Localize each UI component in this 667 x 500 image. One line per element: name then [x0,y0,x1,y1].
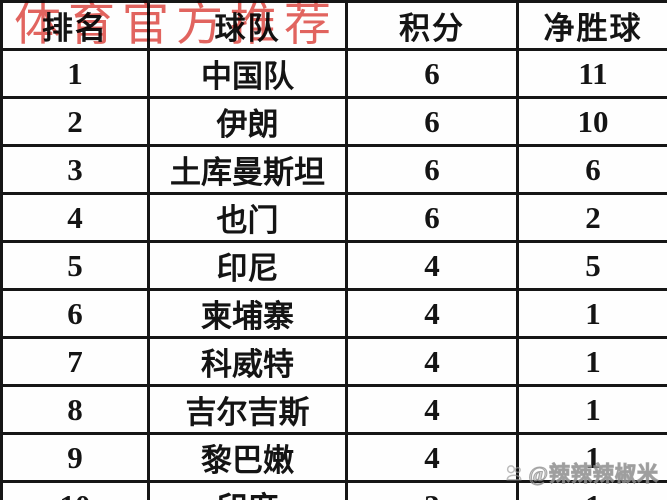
table-row: 5 印尼 4 5 [0,240,667,291]
points-cell: 4 [345,384,519,435]
rank-cell: 5 [0,240,150,291]
goal-diff-cell: 1 [516,288,667,339]
points-cell: 4 [345,288,519,339]
header-row: 排名 球队 积分 净胜球 [0,0,667,51]
table-row: 10印度31 [0,480,667,500]
points-cell: 6 [345,96,519,147]
team-cell: 也门 [147,192,348,243]
points-cell: 4 [345,432,519,483]
rank-cell: 6 [0,288,150,339]
points-cell: 3 [345,480,519,500]
rank-cell: 1 [0,48,150,99]
points-cell: 6 [345,144,519,195]
team-cell: 土库曼斯坦 [147,144,348,195]
goal-diff-cell: 6 [516,144,667,195]
team-cell: 科威特 [147,336,348,387]
rank-cell: 10 [0,480,150,500]
team-cell: 伊朗 [147,96,348,147]
rank-cell: 7 [0,336,150,387]
points-cell: 6 [345,192,519,243]
rank-cell: 4 [0,192,150,243]
team-cell: 印度 [147,480,348,500]
table-row: 2 伊朗 6 10 [0,96,667,147]
rank-cell: 2 [0,96,150,147]
goal-diff-cell: 11 [516,48,667,99]
goal-diff-cell: 5 [516,240,667,291]
team-cell: 柬埔寨 [147,288,348,339]
team-cell: 吉尔吉斯 [147,384,348,435]
table-row: 8 吉尔吉斯 4 1 [0,384,667,435]
points-cell: 4 [345,240,519,291]
team-cell: 中国队 [147,48,348,99]
points-cell: 4 [345,336,519,387]
team-cell: 印尼 [147,240,348,291]
column-header-rank: 排名 [0,0,150,51]
table-row: 9 黎巴嫩 4 1 [0,432,667,483]
team-cell: 黎巴嫩 [147,432,348,483]
goal-diff-cell: 1 [516,432,667,483]
goal-diff-cell: 1 [516,384,667,435]
goal-diff-cell: 2 [516,192,667,243]
goal-diff-cell: 1 [516,336,667,387]
rank-cell: 3 [0,144,150,195]
rank-cell: 9 [0,432,150,483]
goal-diff-cell: 1 [516,480,667,500]
table-row: 3 土库曼斯坦 6 6 [0,144,667,195]
table-row: 1 中国队 6 11 [0,48,667,99]
goal-diff-cell: 10 [516,96,667,147]
rank-cell: 8 [0,384,150,435]
standings-body: 1 中国队 6 11 2 伊朗 6 10 3 土库曼斯坦 6 6 4 也门 6 2 5 印尼 4 5 6 柬埔寨 4 1 7 科威… [0,48,667,500]
column-header-team: 球队 [147,0,348,51]
column-header-goal-diff: 净胜球 [516,0,667,51]
table-row: 4 也门 6 2 [0,192,667,243]
table-row: 7 科威特 4 1 [0,336,667,387]
table-row: 6 柬埔寨 4 1 [0,288,667,339]
points-cell: 6 [345,48,519,99]
column-header-points: 积分 [345,0,519,51]
